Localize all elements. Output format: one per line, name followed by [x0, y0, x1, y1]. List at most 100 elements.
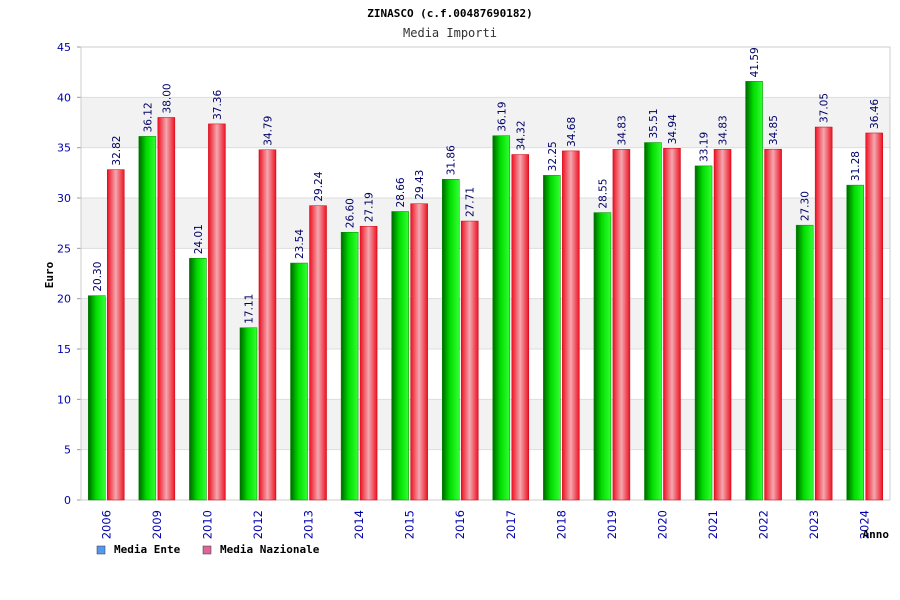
- data-label: 27.30: [800, 191, 812, 221]
- y-tick-label: 10: [57, 393, 71, 406]
- x-tick-label: 2024: [858, 510, 872, 539]
- bar-media-nazionale-2023: [814, 126, 833, 501]
- data-label: 27.19: [364, 192, 376, 222]
- data-label: 23.54: [294, 229, 306, 259]
- x-tick-label: 2009: [150, 510, 164, 539]
- bar-media-ente-2012: [239, 327, 258, 501]
- data-label: 29.24: [313, 171, 325, 201]
- bar-media-ente-2015: [391, 211, 409, 501]
- data-label: 36.46: [869, 99, 881, 129]
- data-label: 35.51: [648, 108, 660, 138]
- data-label: 36.19: [496, 102, 508, 132]
- bar-media-nazionale-2024: [865, 132, 883, 501]
- bar-media-ente-2022: [745, 81, 763, 501]
- bar-media-ente-2020: [644, 142, 662, 501]
- data-label: 27.71: [465, 187, 477, 217]
- data-label: 29.43: [414, 170, 426, 200]
- legend-label-media-ente: Media Ente: [114, 543, 181, 556]
- bar-media-nazionale-2021: [713, 149, 732, 501]
- x-tick-label: 2012: [251, 510, 265, 539]
- x-tick-label: 2021: [706, 510, 720, 539]
- data-label: 17.11: [243, 294, 255, 324]
- data-label: 34.94: [667, 114, 679, 144]
- bar-media-ente-2023: [795, 224, 814, 501]
- x-tick-label: 2022: [757, 510, 771, 539]
- bar-media-nazionale-2010: [208, 123, 226, 501]
- x-tick-label: 2016: [453, 510, 467, 539]
- bar-media-ente-2006: [88, 295, 106, 501]
- bar-media-nazionale-2006: [107, 169, 125, 501]
- legend-swatch-media-nazionale: [202, 545, 212, 555]
- x-axis-label: Anno: [863, 528, 890, 541]
- x-tick-label: 2019: [605, 510, 619, 539]
- y-axis-label: Euro: [43, 261, 56, 288]
- data-label: 24.01: [193, 224, 205, 254]
- x-tick-label: 2018: [554, 510, 568, 539]
- y-tick-label: 20: [57, 293, 71, 306]
- data-label: 34.32: [515, 120, 527, 150]
- bar-media-ente-2009: [138, 136, 157, 501]
- bar-media-ente-2024: [846, 184, 864, 501]
- bar-media-nazionale-2020: [663, 148, 681, 501]
- y-tick-label: 45: [57, 41, 71, 54]
- x-tick-label: 2023: [807, 510, 821, 539]
- data-label: 26.60: [345, 198, 357, 228]
- y-tick-label: 40: [57, 91, 71, 104]
- x-tick-label: 2006: [99, 510, 113, 539]
- bar-media-ente-2010: [189, 258, 207, 501]
- bar-media-nazionale-2015: [410, 203, 428, 501]
- y-tick-label: 5: [64, 444, 71, 457]
- bar-media-nazionale-2019: [612, 149, 631, 501]
- bar-media-ente-2013: [290, 262, 308, 501]
- x-tick-label: 2020: [655, 510, 669, 539]
- x-tick-label: 2017: [504, 510, 518, 539]
- y-tick-label: 0: [64, 494, 71, 507]
- chart-title: ZINASCO (c.f.00487690182): [367, 7, 533, 20]
- bar-media-nazionale-2012: [258, 149, 277, 501]
- y-tick-label: 25: [57, 242, 71, 255]
- x-tick-label: 2010: [200, 510, 214, 539]
- bar-media-nazionale-2009: [157, 117, 176, 501]
- x-tick-label: 2013: [302, 510, 316, 539]
- data-label: 41.59: [749, 47, 761, 77]
- bar-media-nazionale-2017: [511, 154, 530, 501]
- data-label: 37.05: [819, 93, 831, 123]
- bar-media-nazionale-2013: [309, 205, 327, 501]
- x-tick-label: 2014: [352, 510, 366, 539]
- plot-frame: [80, 46, 891, 501]
- data-label: 34.83: [616, 115, 628, 145]
- data-label: 31.86: [446, 145, 458, 175]
- bar-media-ente-2017: [492, 135, 511, 501]
- data-label: 38.00: [161, 83, 173, 113]
- bar-media-nazionale-2022: [764, 148, 782, 501]
- legend-label-media-nazionale: Media Nazionale: [220, 543, 320, 556]
- bar-media-ente-2014: [340, 231, 359, 501]
- data-label: 20.30: [92, 262, 104, 292]
- bar-media-nazionale-2014: [359, 226, 378, 501]
- bar-media-ente-2018: [543, 175, 561, 501]
- data-label: 31.28: [850, 151, 862, 181]
- bar-media-ente-2016: [441, 179, 460, 501]
- data-label: 34.83: [718, 115, 730, 145]
- data-label: 34.68: [566, 117, 578, 147]
- data-label: 34.85: [768, 115, 780, 145]
- x-tick-label: 2015: [403, 510, 417, 539]
- plot-area: 0 5 10 15 20 25 30 35 40 45 20.30 32.82 2006 36.12 38.…: [57, 41, 891, 539]
- bar-media-ente-2019: [593, 212, 612, 501]
- data-label: 32.82: [111, 136, 123, 166]
- legend: Media Ente Media Nazionale: [96, 543, 320, 556]
- data-label: 28.66: [395, 177, 407, 207]
- y-tick-label: 35: [57, 142, 71, 155]
- data-label: 37.36: [212, 90, 224, 120]
- bar-media-nazionale-2018: [562, 150, 580, 501]
- chart-subtitle: Media Importi: [403, 26, 497, 40]
- bar-media-nazionale-2016: [460, 220, 479, 501]
- data-label: 33.19: [699, 132, 711, 162]
- data-label: 34.79: [262, 116, 274, 146]
- y-tick-label: 15: [57, 343, 71, 356]
- legend-swatch-media-ente: [96, 545, 106, 555]
- bar-media-ente-2021: [694, 165, 713, 501]
- data-label: 28.55: [597, 179, 609, 209]
- data-label: 36.12: [142, 102, 154, 132]
